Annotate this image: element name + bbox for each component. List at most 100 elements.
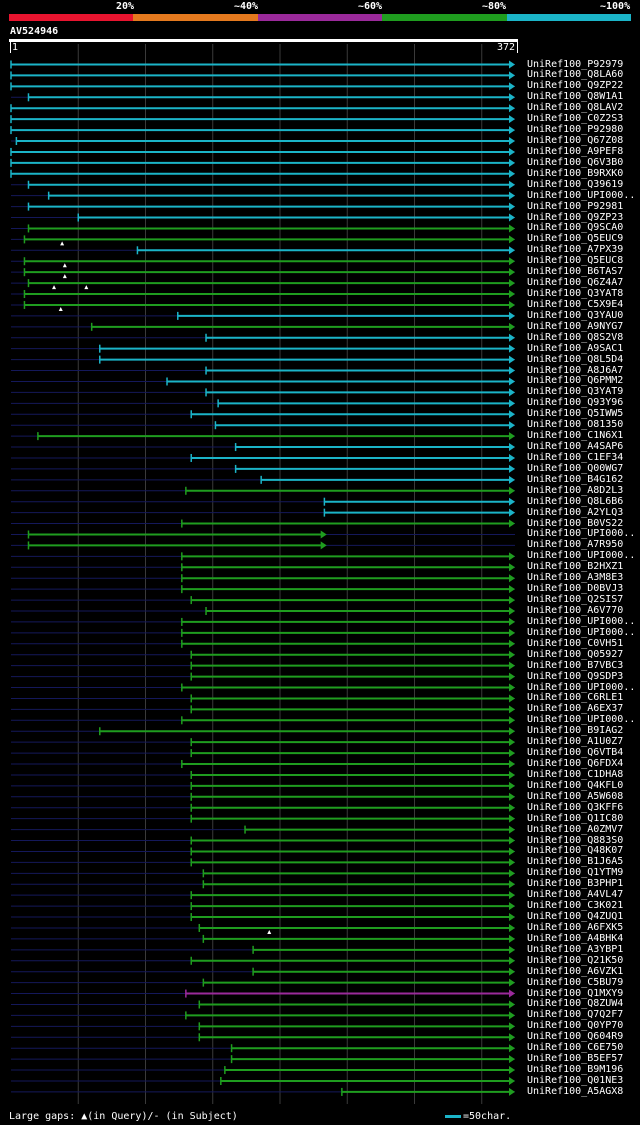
hit-label[interactable]: UniRef100_Q4ZUQ1 [527, 911, 624, 923]
hit-label[interactable]: UniRef100_Q1MXY9 [527, 987, 624, 999]
hit-label[interactable]: UniRef100_UPI000.. [527, 550, 636, 562]
hit-label[interactable]: UniRef100_Q8W1A1 [527, 91, 624, 103]
hit-label[interactable]: UniRef100_Q8LA60 [527, 69, 624, 81]
hit-label[interactable]: UniRef100_Q05927 [527, 648, 624, 660]
hit-label[interactable]: UniRef100_Q5IWW5 [527, 408, 624, 420]
hit-label[interactable]: UniRef100_Q883S0 [527, 834, 624, 846]
hit-label[interactable]: UniRef100_B1J6A5 [527, 856, 624, 868]
hit-label[interactable]: UniRef100_Q3YAT9 [527, 386, 624, 398]
hit-label[interactable]: UniRef100_Q9ZP22 [527, 80, 624, 92]
hit-end-arrow [509, 596, 515, 605]
hit-label[interactable]: UniRef100_A2YLQ3 [527, 506, 624, 518]
hit-label[interactable]: UniRef100_C0VH51 [527, 637, 624, 649]
hit-label[interactable]: UniRef100_B0VS22 [527, 517, 624, 529]
hit-label[interactable]: UniRef100_Q8LAV2 [527, 102, 624, 114]
hit-label[interactable]: UniRef100_UPI000.. [527, 189, 636, 201]
hit-label[interactable]: UniRef100_Q21K50 [527, 954, 624, 966]
hit-label[interactable]: UniRef100_Q00WG7 [527, 462, 624, 474]
hit-label[interactable]: UniRef100_Q3YAU0 [527, 309, 624, 321]
hit-label[interactable]: UniRef100_A6EX37 [527, 703, 624, 715]
hit-label[interactable]: UniRef100_A4VL47 [527, 889, 624, 901]
hit-label[interactable]: UniRef100_Q7Q2F7 [527, 1009, 624, 1021]
hit-label[interactable]: UniRef100_Q9ZP23 [527, 211, 624, 223]
hit-label[interactable]: UniRef100_B9IAG2 [527, 725, 624, 737]
hit-label[interactable]: UniRef100_UPI000.. [527, 681, 636, 693]
hit-label[interactable]: UniRef100_C1N6X1 [527, 430, 624, 442]
hit-label[interactable]: UniRef100_A3M8E3 [527, 572, 624, 584]
hit-label[interactable]: UniRef100_D0BVJ3 [527, 583, 624, 595]
hit-label[interactable]: UniRef100_Q4KFL0 [527, 779, 624, 791]
hit-label[interactable]: UniRef100_Q93Y96 [527, 397, 624, 409]
hit-label[interactable]: UniRef100_A7R950 [527, 539, 624, 551]
hit-label[interactable]: UniRef100_UPI000.. [527, 528, 636, 540]
hit-label[interactable]: UniRef100_B4G162 [527, 473, 624, 485]
hit-label[interactable]: UniRef100_A9NYG7 [527, 320, 624, 332]
hit-label[interactable]: UniRef100_Q0YP70 [527, 1020, 624, 1032]
hit-label[interactable]: UniRef100_Q6VTB4 [527, 747, 624, 759]
hit-label[interactable]: UniRef100_A8J6A7 [527, 364, 624, 376]
hit-label[interactable]: UniRef100_Q6V3B0 [527, 156, 624, 168]
hit-label[interactable]: UniRef100_UPI000.. [527, 615, 636, 627]
hit-label[interactable]: UniRef100_A4BHK4 [527, 932, 624, 944]
hit-label[interactable]: UniRef100_O81350 [527, 419, 624, 431]
hit-label[interactable]: UniRef100_Q01NE3 [527, 1074, 624, 1086]
hit-label[interactable]: UniRef100_Q9SDP3 [527, 670, 624, 682]
hit-label[interactable]: UniRef100_A5AGX8 [527, 1085, 624, 1097]
hit-label[interactable]: UniRef100_Q8ZUW4 [527, 998, 624, 1010]
hit-label[interactable]: UniRef100_Q39619 [527, 178, 624, 190]
hit-label[interactable]: UniRef100_A7PX39 [527, 244, 624, 256]
hit-label[interactable]: UniRef100_Q3YAT8 [527, 288, 624, 300]
hit-label[interactable]: UniRef100_Q67Z08 [527, 135, 624, 146]
hit-label[interactable]: UniRef100_Q3KFF6 [527, 801, 624, 813]
hit-label[interactable]: UniRef100_Q5EUC9 [527, 233, 624, 245]
hit-label[interactable]: UniRef100_P92981 [527, 200, 624, 212]
hit-label[interactable]: UniRef100_A9SAC1 [527, 342, 624, 354]
hit-label[interactable]: UniRef100_C5BU79 [527, 976, 624, 988]
hit-label[interactable]: UniRef100_B6TAS7 [527, 266, 624, 278]
hit-label[interactable]: UniRef100_Q5EUC8 [527, 255, 624, 267]
hit-label[interactable]: UniRef100_B9RXK0 [527, 167, 624, 179]
query-gap-marker [60, 241, 65, 246]
hit-label[interactable]: UniRef100_Q6Z4A7 [527, 277, 624, 289]
hit-label[interactable]: UniRef100_Q6PMM2 [527, 375, 624, 387]
hit-label[interactable]: UniRef100_C1DHA8 [527, 768, 624, 780]
hit-label[interactable]: UniRef100_UPI000.. [527, 714, 636, 726]
hit-label[interactable]: UniRef100_Q1IC80 [527, 812, 624, 824]
hit-label[interactable]: UniRef100_A6V770 [527, 605, 624, 616]
hit-label[interactable]: UniRef100_B3PHP1 [527, 878, 624, 890]
hit-label[interactable]: UniRef100_B9M196 [527, 1064, 624, 1076]
hit-end-arrow [509, 333, 515, 342]
hit-label[interactable]: UniRef100_A6FXK5 [527, 921, 624, 933]
hit-label[interactable]: UniRef100_Q8L5D4 [527, 353, 624, 365]
hit-label[interactable]: UniRef100_UPI000.. [527, 626, 636, 638]
hit-label[interactable]: UniRef100_C0Z2S3 [527, 113, 624, 125]
hit-label[interactable]: UniRef100_A4SAP6 [527, 441, 624, 453]
hit-label[interactable]: UniRef100_Q604R9 [527, 1031, 624, 1043]
hit-label[interactable]: UniRef100_C6RLE1 [527, 692, 624, 704]
hit-label[interactable]: UniRef100_B5EF57 [527, 1053, 624, 1065]
hit-label[interactable]: UniRef100_Q2SIS7 [527, 594, 624, 606]
hit-label[interactable]: UniRef100_C3K021 [527, 900, 624, 912]
hit-label[interactable]: UniRef100_C5X9E4 [527, 298, 624, 310]
hit-label[interactable]: UniRef100_Q1YTM9 [527, 867, 624, 879]
hit-label[interactable]: UniRef100_A8D2L3 [527, 484, 624, 496]
hit-label[interactable]: UniRef100_P92980 [527, 124, 624, 136]
hit-label[interactable]: UniRef100_Q9SCA0 [527, 222, 624, 234]
hit-end-arrow [509, 519, 515, 528]
hit-label[interactable]: UniRef100_A1U0Z7 [527, 736, 624, 748]
hit-label[interactable]: UniRef100_A9PEF8 [527, 145, 624, 157]
hit-label[interactable]: UniRef100_P92979 [527, 58, 624, 70]
hit-label[interactable]: UniRef100_A0ZMV7 [527, 823, 624, 835]
hit-label[interactable]: UniRef100_A5W608 [527, 790, 624, 802]
hit-label[interactable]: UniRef100_B2HXZ1 [527, 561, 624, 573]
hit-label[interactable]: UniRef100_C6E750 [527, 1042, 624, 1054]
hit-end-arrow [509, 738, 515, 747]
hit-label[interactable]: UniRef100_Q8S2V8 [527, 331, 624, 343]
hit-label[interactable]: UniRef100_Q6FDX4 [527, 758, 624, 770]
hit-label[interactable]: UniRef100_A3YBP1 [527, 943, 624, 955]
hit-label[interactable]: UniRef100_C1EF34 [527, 451, 624, 463]
hit-label[interactable]: UniRef100_B7VBC3 [527, 659, 624, 671]
hit-label[interactable]: UniRef100_Q48K07 [527, 845, 624, 857]
hit-label[interactable]: UniRef100_A6VZK1 [527, 965, 624, 977]
hit-label[interactable]: UniRef100_Q8L6B6 [527, 495, 624, 507]
